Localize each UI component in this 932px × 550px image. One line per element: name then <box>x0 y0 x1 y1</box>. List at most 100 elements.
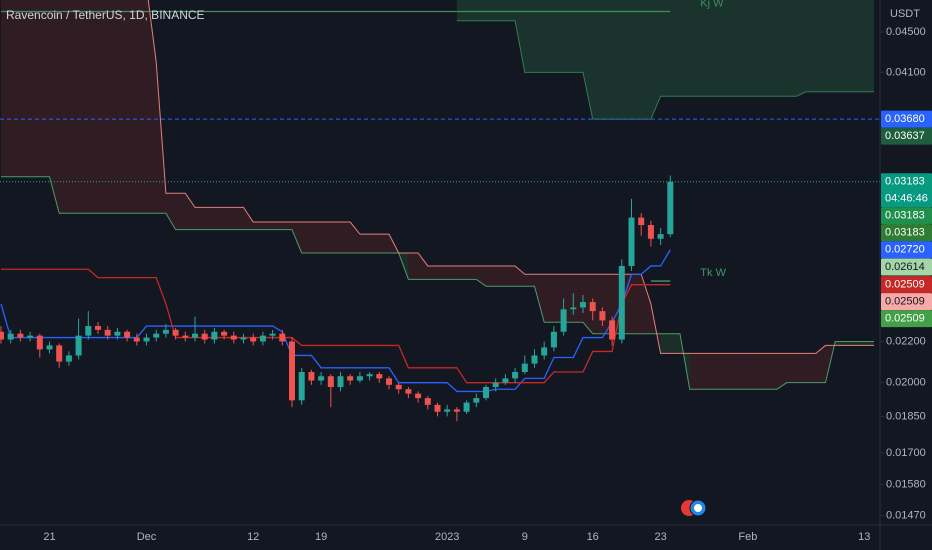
cloud-fill <box>447 265 457 280</box>
cloud-fill <box>689 353 700 390</box>
countdown: 04:46:46 <box>885 193 928 205</box>
candle-body <box>85 326 92 336</box>
candle-body <box>143 337 150 342</box>
leading-span-b <box>147 0 874 354</box>
candle-body <box>318 376 325 381</box>
candle-body <box>366 374 373 377</box>
y-tick-label: 0.04500 <box>886 26 926 38</box>
cloud-fill <box>486 265 496 287</box>
candle-body <box>230 335 237 340</box>
candle-body <box>172 329 179 336</box>
candle-body <box>618 265 625 340</box>
candle-body <box>17 333 24 338</box>
candle-body <box>395 384 402 390</box>
price-tag-label: 0.03183 <box>885 176 925 188</box>
candle-body <box>7 333 14 340</box>
cloud-fill <box>311 222 322 253</box>
price-tag-label: 0.02509 <box>885 313 925 325</box>
x-tick-label: 13 <box>858 531 870 543</box>
cloud-fill <box>660 333 671 354</box>
candle-body <box>75 335 82 356</box>
x-tick-label: Feb <box>738 531 757 543</box>
price-tag-label: 0.02614 <box>885 261 925 273</box>
cloud-fill <box>631 274 642 334</box>
price-tag <box>881 110 932 128</box>
cloud-fill <box>214 207 225 230</box>
price-tag-label: 0.02509 <box>885 296 925 308</box>
cloud-fill <box>78 0 89 214</box>
cloud-fill <box>301 222 312 253</box>
cloud-fill <box>796 353 807 383</box>
price-tag-label: 0.03637 <box>885 130 925 142</box>
candle-body <box>347 376 354 381</box>
cloud-fill <box>195 207 205 230</box>
price-tag <box>881 276 932 294</box>
candle-body <box>434 404 441 412</box>
price-tag-label: 0.02509 <box>885 279 925 291</box>
cloud-fill <box>418 252 428 280</box>
candle-body <box>444 409 451 412</box>
y-tick-label: 0.02200 <box>886 335 926 347</box>
cloud-fill <box>340 222 351 253</box>
cloud-fill <box>777 353 787 390</box>
candle-body <box>240 337 247 340</box>
cloud-fill <box>437 265 448 280</box>
cloud-fill <box>330 222 341 253</box>
cloud-fill <box>272 222 283 230</box>
price-tag-label: 0.03183 <box>885 210 925 222</box>
x-tick-label: 19 <box>315 531 327 543</box>
cloud-fill <box>835 341 845 346</box>
cloud-fill <box>641 274 651 334</box>
candle-body <box>182 335 189 338</box>
price-tag <box>881 293 932 311</box>
cloud-fill <box>262 222 273 230</box>
price-tag-label: 0.02720 <box>885 244 925 256</box>
cloud-fill <box>767 353 777 390</box>
cloud-fill <box>98 0 108 214</box>
cloud-fill <box>39 0 50 177</box>
cloud-fill <box>495 265 506 287</box>
candle-body <box>492 382 499 388</box>
candle-body <box>289 341 295 401</box>
y-tick-label: 0.01580 <box>886 478 926 490</box>
event-icon[interactable] <box>681 499 707 517</box>
cloud-fill <box>476 265 486 287</box>
candle-body <box>269 333 276 336</box>
x-tick-label: 23 <box>654 531 666 543</box>
cloud-fill <box>427 265 438 280</box>
candle-body <box>667 181 674 235</box>
cloud-fill <box>369 234 380 253</box>
cloud-fill <box>728 353 739 390</box>
candle-body <box>95 326 101 330</box>
candle-body <box>104 329 111 336</box>
cloud-fill <box>718 353 729 390</box>
candle-body <box>512 372 519 379</box>
candle-body <box>502 378 509 383</box>
cloud-fill <box>107 0 118 214</box>
cloud-fill <box>515 265 525 287</box>
plot-area <box>0 0 880 422</box>
candle-body <box>657 234 664 239</box>
cloud-fill <box>757 353 768 390</box>
price-tag <box>881 258 932 276</box>
price-tag <box>881 241 932 259</box>
x-tick-label: 21 <box>43 531 55 543</box>
cloud-fill <box>127 0 137 214</box>
x-tick-label: 12 <box>247 531 259 543</box>
cloud-fill <box>243 207 254 230</box>
candle-body <box>46 345 53 350</box>
cloud-fill <box>466 265 477 280</box>
candle-body <box>356 376 363 381</box>
cloud-fill <box>117 0 128 214</box>
cloud-fill <box>379 234 389 253</box>
cloud-fill <box>146 0 157 214</box>
cloud-fill <box>844 341 855 346</box>
cloud-fill <box>738 353 748 390</box>
price-tag-label: 0.03183 <box>885 227 925 239</box>
cloud-fill <box>408 252 419 280</box>
y-axis-label: USDT <box>890 8 920 20</box>
candle-body <box>405 389 412 394</box>
cloud-fill <box>815 345 826 383</box>
line-label: Tk W <box>700 267 726 279</box>
